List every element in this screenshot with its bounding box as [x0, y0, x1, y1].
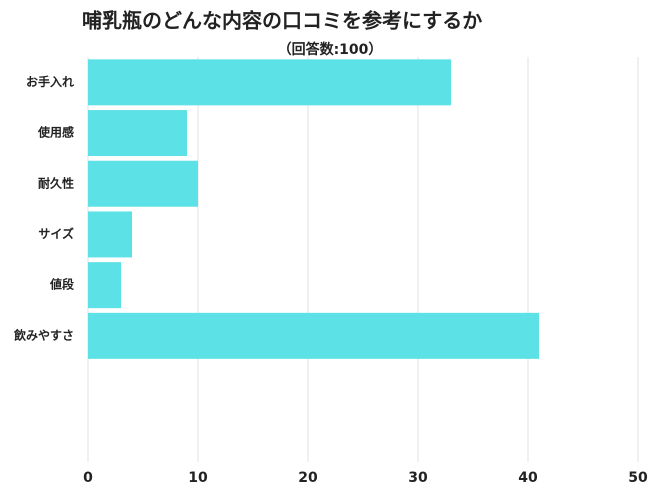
- x-tick-label: 40: [518, 470, 538, 486]
- x-tick-label: 20: [298, 470, 318, 486]
- x-tick-label: 50: [628, 470, 648, 486]
- y-tick-label: サイズ: [38, 226, 74, 241]
- y-tick-label: 使用感: [37, 125, 74, 140]
- bar: [88, 211, 132, 258]
- y-tick-label: 飲みやすさ: [13, 327, 74, 342]
- bar: [88, 312, 539, 359]
- bar: [88, 262, 121, 309]
- y-tick-label: 耐久性: [38, 175, 74, 190]
- x-tick-label: 0: [83, 470, 93, 486]
- x-tick-label: 30: [408, 470, 428, 486]
- bar: [88, 59, 451, 106]
- chart-subtitle: （回答数:100）: [278, 41, 383, 58]
- chart-title: 哺乳瓶のどんな内容の口コミを参考にするか: [82, 9, 482, 33]
- bar: [88, 160, 198, 207]
- x-tick-label: 10: [188, 470, 208, 486]
- y-tick-label: 値段: [49, 277, 75, 292]
- bar: [88, 110, 187, 157]
- y-tick-label: お手入れ: [26, 74, 74, 89]
